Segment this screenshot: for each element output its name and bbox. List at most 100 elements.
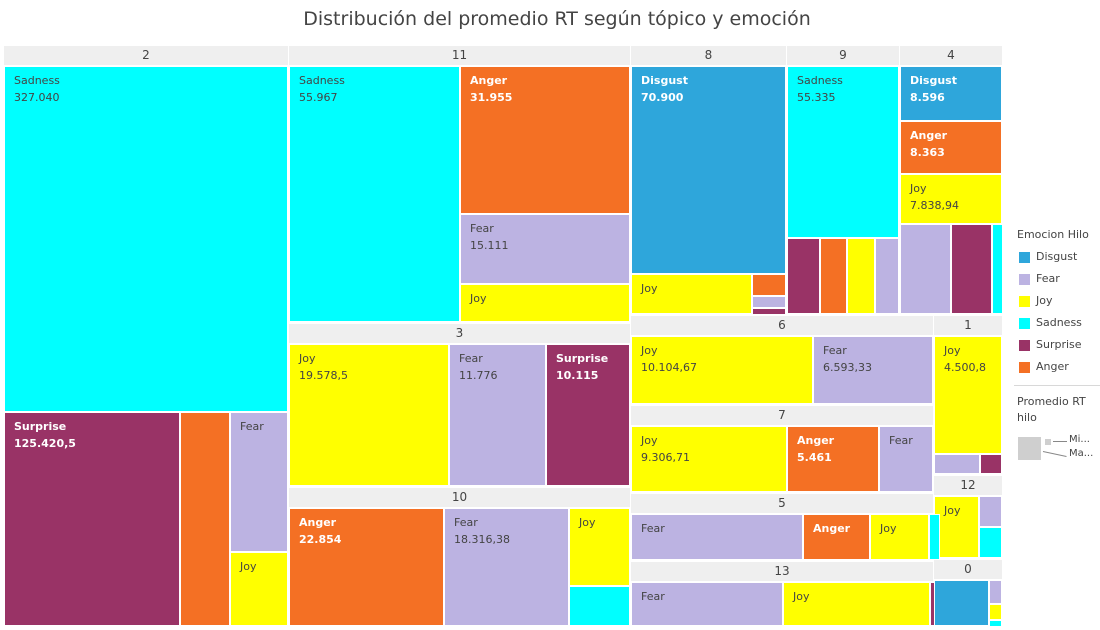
cell-label: Fear <box>454 516 478 529</box>
legend-swatch <box>1019 274 1030 285</box>
cell-label: Fear <box>823 344 847 357</box>
cell-label: Joy <box>240 560 257 573</box>
treemap-cell-10-sadness[interactable] <box>569 586 630 626</box>
topic-header-11[interactable]: 11 <box>289 46 630 65</box>
treemap-cell-0-disgust[interactable] <box>934 580 989 626</box>
treemap-cell-8-fear[interactable] <box>752 296 786 308</box>
treemap-cell-4-sadness[interactable] <box>992 224 1003 314</box>
treemap-cell-5-joy[interactable]: Joy <box>870 514 929 560</box>
treemap-cell-2-joy[interactable]: Joy <box>230 552 288 626</box>
legend-item-sadness[interactable]: Sadness <box>1010 313 1100 335</box>
cell-value: 19.578,5 <box>299 369 348 382</box>
treemap-cell-5-fear[interactable]: Fear <box>631 514 803 560</box>
cell-label: Sadness <box>797 74 843 87</box>
treemap-cell-10-anger[interactable]: Anger 22.854 <box>289 508 444 626</box>
topic-header-3[interactable]: 3 <box>289 324 630 343</box>
cell-label: Joy <box>944 344 961 357</box>
treemap-cell-4-fear[interactable] <box>900 224 951 314</box>
cell-value: 8.596 <box>910 91 945 104</box>
cell-value: 4.500,8 <box>944 361 986 374</box>
cell-value: 6.593,33 <box>823 361 872 374</box>
treemap-cell-0-joy[interactable] <box>989 604 1002 620</box>
treemap-cell-11-sadness[interactable]: Sadness 55.967 <box>289 66 460 322</box>
topic-header-1[interactable]: 1 <box>934 316 1002 335</box>
treemap-cell-2-fear[interactable]: Fear <box>230 412 288 552</box>
topic-header-8[interactable]: 8 <box>631 46 786 65</box>
legend-swatch <box>1019 318 1030 329</box>
legend-label: Disgust <box>1036 250 1078 263</box>
treemap-cell-6-fear[interactable]: Fear 6.593,33 <box>813 336 933 404</box>
treemap-cell-4-anger[interactable]: Anger 8.363 <box>900 121 1002 174</box>
cell-value: 11.776 <box>459 369 498 382</box>
topic-header-5[interactable]: 5 <box>631 494 933 513</box>
topic-header-7[interactable]: 7 <box>631 406 933 425</box>
legend-item-fear[interactable]: Fear <box>1010 269 1100 291</box>
legend-title: Emocion Hilo <box>1017 228 1089 241</box>
treemap-cell-7-fear[interactable]: Fear <box>879 426 933 492</box>
treemap-cell-0-sadness[interactable] <box>989 620 1002 627</box>
topic-header-4[interactable]: 4 <box>900 46 1002 65</box>
legend-item-joy[interactable]: Joy <box>1010 291 1100 313</box>
treemap-cell-5-sadness[interactable] <box>929 514 940 560</box>
topic-header-12[interactable]: 12 <box>934 476 1002 495</box>
treemap-cell-0-fear[interactable] <box>989 580 1002 604</box>
cell-label: Joy <box>880 522 897 535</box>
legend-item-disgust[interactable]: Disgust <box>1010 247 1100 269</box>
topic-header-9[interactable]: 9 <box>787 46 899 65</box>
cell-label: Joy <box>299 352 316 365</box>
treemap-cell-7-joy[interactable]: Joy 9.306,71 <box>631 426 787 492</box>
treemap-cell-9-surprise[interactable] <box>787 238 820 314</box>
treemap-cell-2-sadness[interactable]: Sadness 327.040 <box>4 66 288 412</box>
topic-header-6[interactable]: 6 <box>631 316 933 335</box>
legend-item-surprise[interactable]: Surprise <box>1010 335 1100 357</box>
size-legend-max-label: Ma... <box>1069 448 1094 459</box>
treemap-cell-2-surprise[interactable]: Surprise 125.420,5 <box>4 412 180 626</box>
legend-item-anger[interactable]: Anger <box>1010 357 1100 379</box>
treemap-cell-8-surprise[interactable] <box>752 308 786 315</box>
cell-label: Joy <box>641 434 658 447</box>
legend-divider <box>1014 385 1100 386</box>
topic-header-13[interactable]: 13 <box>631 562 933 581</box>
treemap-cell-8-disgust[interactable]: Disgust 70.900 <box>631 66 786 274</box>
treemap-cell-4-surprise[interactable] <box>951 224 992 314</box>
treemap-cell-3-fear[interactable]: Fear 11.776 <box>449 344 546 486</box>
treemap-cell-9-joy[interactable] <box>847 238 875 314</box>
treemap-cell-13-fear[interactable]: Fear <box>631 582 783 626</box>
cell-label: Fear <box>240 420 264 433</box>
treemap-cell-10-fear[interactable]: Fear 18.316,38 <box>444 508 569 626</box>
treemap-cell-11-anger[interactable]: Anger 31.955 <box>460 66 630 214</box>
treemap-cell-7-anger[interactable]: Anger 5.461 <box>787 426 879 492</box>
treemap-cell-1-joy[interactable]: Joy 4.500,8 <box>934 336 1002 454</box>
treemap-cell-5-anger[interactable]: Anger <box>803 514 870 560</box>
treemap-cell-12-joy[interactable]: Joy <box>934 496 979 558</box>
treemap-cell-6-joy[interactable]: Joy 10.104,67 <box>631 336 813 404</box>
topic-header-10[interactable]: 10 <box>289 488 630 507</box>
cell-label: Joy <box>944 504 961 517</box>
treemap-cell-3-surprise[interactable]: Surprise 10.115 <box>546 344 630 486</box>
treemap-cell-11-fear[interactable]: Fear 15.111 <box>460 214 630 284</box>
legend-swatch <box>1019 296 1030 307</box>
treemap-cell-10-joy[interactable]: Joy <box>569 508 630 586</box>
size-legend-key: Mi... Ma... <box>1010 434 1100 464</box>
treemap-cell-9-sadness[interactable]: Sadness 55.335 <box>787 66 899 238</box>
treemap-cell-2-anger[interactable] <box>180 412 230 626</box>
cell-value: 327.040 <box>14 91 60 104</box>
treemap-cell-3-joy[interactable]: Joy 19.578,5 <box>289 344 449 486</box>
treemap-cell-9-fear[interactable] <box>875 238 899 314</box>
cell-label: Anger <box>470 74 508 87</box>
treemap-cell-13-joy[interactable]: Joy <box>783 582 930 626</box>
topic-header-0[interactable]: 0 <box>934 560 1002 579</box>
treemap-cell-12-fear[interactable] <box>979 496 1002 527</box>
treemap-cell-8-anger[interactable] <box>752 274 786 296</box>
size-legend-min-label: Mi... <box>1069 434 1090 445</box>
treemap-cell-12-sadness[interactable] <box>979 527 1002 558</box>
treemap-cell-4-disgust[interactable]: Disgust 8.596 <box>900 66 1002 121</box>
treemap-cell-1-fear[interactable] <box>934 454 980 474</box>
treemap-cell-1-surprise[interactable] <box>980 454 1002 474</box>
legend-label: Fear <box>1036 272 1060 285</box>
topic-header-2[interactable]: 2 <box>4 46 288 65</box>
treemap-cell-11-joy[interactable]: Joy <box>460 284 630 322</box>
treemap-cell-4-joy[interactable]: Joy 7.838,94 <box>900 174 1002 224</box>
treemap-cell-8-joy[interactable]: Joy <box>631 274 752 314</box>
treemap-cell-9-anger[interactable] <box>820 238 847 314</box>
